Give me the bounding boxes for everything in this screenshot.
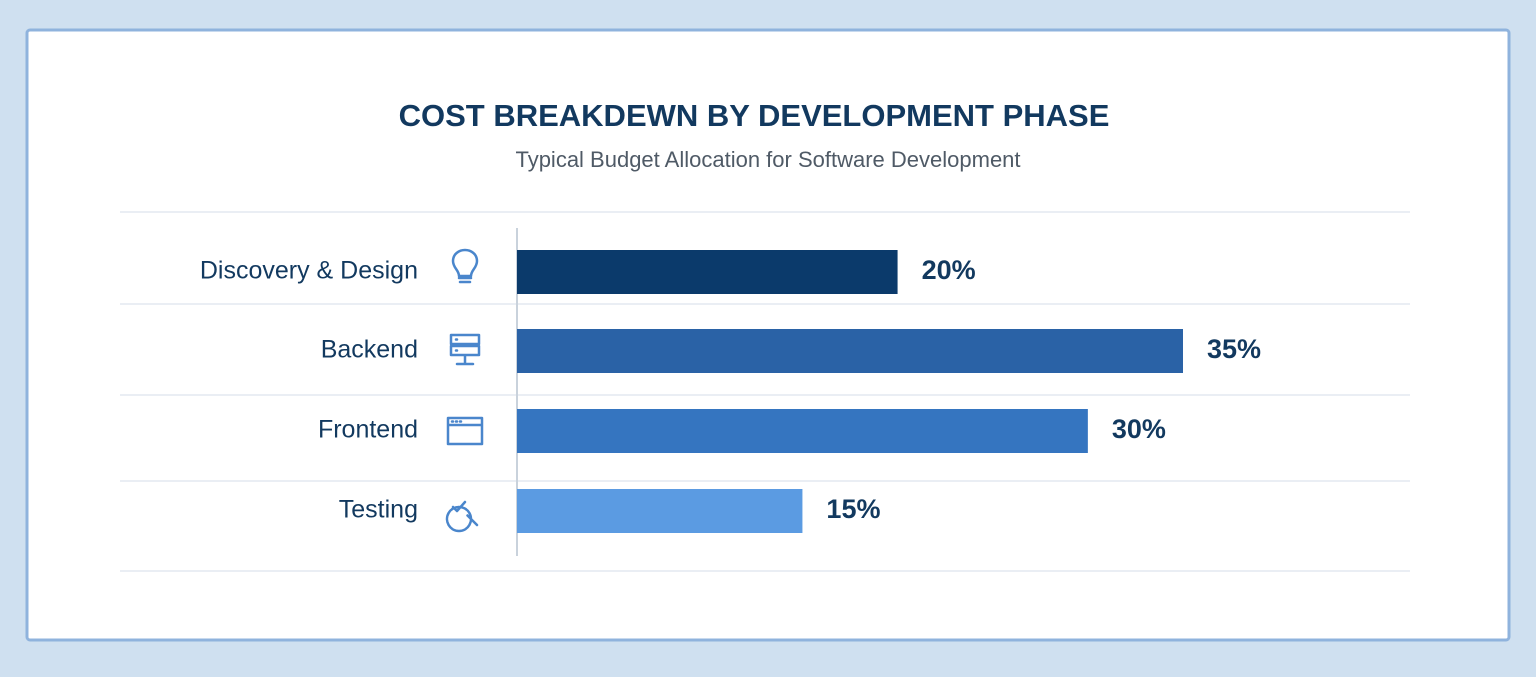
value-label: 20% [922, 255, 976, 285]
icon-shape [449, 333, 481, 366]
value-label: 35% [1207, 334, 1261, 364]
separators [120, 211, 1410, 572]
value-label: 30% [1112, 414, 1166, 444]
category-label: Testing [339, 496, 418, 524]
chart-title: COST BREAKDEWN BY DEVELOPMENT PHASE [399, 98, 1110, 133]
category-icon [449, 333, 481, 366]
value-label: 15% [826, 494, 880, 524]
bar [517, 250, 898, 294]
bar [517, 409, 1088, 453]
category-icon [446, 416, 484, 446]
category-icon [445, 500, 479, 533]
icon-shape [445, 500, 479, 533]
bar [517, 329, 1183, 373]
category-icon [451, 248, 479, 284]
category-label: Backend [321, 336, 418, 364]
icon-shape [446, 416, 484, 446]
bar [517, 489, 803, 533]
icon-shape [451, 248, 479, 284]
category-label: Frontend [318, 416, 418, 444]
category-label: Discovery & Design [200, 257, 418, 285]
chart-subtitle: Typical Budget Allocation for Software D… [515, 147, 1020, 172]
